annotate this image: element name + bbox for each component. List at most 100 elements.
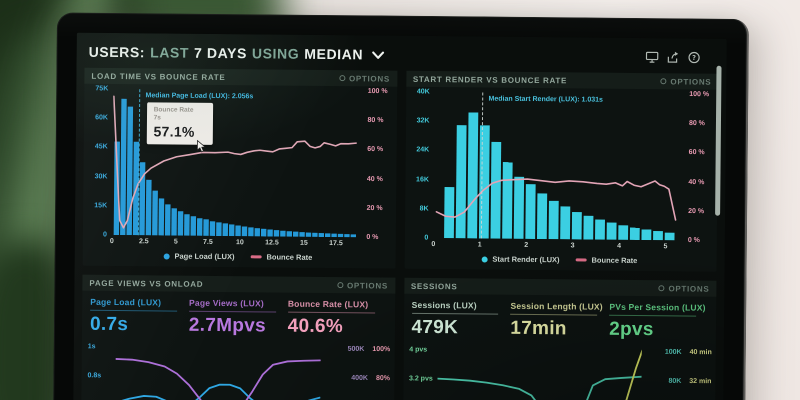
metric-sessions: Sessions (LUX) 479K bbox=[411, 300, 510, 340]
header-aggregate: MEDIAN bbox=[304, 45, 364, 63]
metric-page-load: Page Load (LUX) 0.7s bbox=[90, 297, 189, 337]
axis-tick: 4 pvs bbox=[409, 346, 428, 354]
metric-label: Page Views (LUX) bbox=[189, 297, 264, 309]
metric-underline bbox=[90, 309, 178, 312]
users-range-dropdown[interactable]: USERS: LAST 7 DAYS USING MEDIAN bbox=[89, 44, 385, 63]
legend-dash-icon bbox=[575, 258, 587, 262]
axis-tick: 80 % bbox=[367, 117, 384, 125]
metric-value: 0.7s bbox=[89, 313, 129, 336]
plot-area[interactable] bbox=[436, 345, 642, 400]
x-axis: 0 1 2 3 4 5 bbox=[431, 238, 682, 253]
axis-tick: 32K bbox=[416, 117, 430, 125]
metric-bounce-rate: Bounce Rate (LUX) 40.6% bbox=[288, 299, 387, 339]
panel-title: START RENDER VS BOUNCE RATE bbox=[412, 74, 568, 85]
legend-label: Start Render (LUX) bbox=[492, 254, 560, 265]
axis-tick: 0 bbox=[102, 231, 107, 239]
metric-value: 2.7Mpvs bbox=[188, 314, 267, 337]
legend-item[interactable]: Bounce Rate bbox=[250, 252, 312, 262]
options-button[interactable]: OPTIONS bbox=[660, 77, 711, 86]
options-label: OPTIONS bbox=[670, 76, 712, 87]
axis-tick: 20 % bbox=[366, 204, 383, 212]
x-axis: 0 2.5 5 7.5 10 12.5 15 17.5 bbox=[110, 235, 361, 250]
gear-icon bbox=[336, 282, 344, 289]
axis-tick: 100 % bbox=[689, 90, 710, 99]
legend-item[interactable]: Start Render (LUX) bbox=[481, 254, 560, 265]
cursor-icon bbox=[195, 139, 206, 153]
legend-dot-icon bbox=[163, 252, 170, 260]
median-label: Median Start Render (LUX): 1.031s bbox=[488, 95, 603, 104]
plot-area[interactable] bbox=[115, 342, 321, 400]
plot-area[interactable]: Median Start Render (LUX): 1.031s bbox=[433, 92, 683, 241]
help-icon[interactable]: ? bbox=[688, 51, 701, 64]
axis-tick: 100 % bbox=[367, 87, 388, 96]
chart-canvas bbox=[115, 342, 321, 400]
y-axis-left: 75K 60K 45K 30K 15K 0 bbox=[87, 85, 113, 239]
axis-tick: 80 % bbox=[688, 120, 705, 128]
start-render-chart: 40K 32K 24K 16K 8K 0 Median Start Render (LUX)… bbox=[404, 87, 718, 272]
axis-tick: 17.5 bbox=[329, 240, 343, 248]
options-label: OPTIONS bbox=[668, 283, 710, 294]
metric-session-length: Session Length (LUX) 17min bbox=[510, 301, 609, 341]
axis-tick: 8K bbox=[419, 205, 429, 213]
panel-title: LOAD TIME VS BOUNCE RATE bbox=[91, 71, 226, 82]
legend-dot-icon bbox=[481, 256, 488, 263]
panel-title: SESSIONS bbox=[410, 281, 458, 291]
options-button[interactable]: OPTIONS bbox=[338, 74, 390, 83]
gear-icon bbox=[658, 285, 665, 292]
metric-label: Bounce Rate (LUX) bbox=[287, 298, 369, 310]
header-prefix: USERS: bbox=[88, 43, 146, 61]
axis-tick: 500K 100% bbox=[347, 345, 391, 354]
plot-area[interactable]: Median Page Load (LUX): 2.056s Bounce Rat… bbox=[112, 89, 362, 238]
chart-canvas bbox=[436, 345, 642, 400]
tooltip-x-value: 7s bbox=[153, 114, 161, 122]
axis-tick: 5 bbox=[173, 238, 178, 246]
scrollbar[interactable] bbox=[715, 65, 722, 216]
chart-body: 75K 60K 45K 30K 15K 0 Median Page Load (LUX): … bbox=[87, 85, 391, 241]
options-button[interactable]: OPTIONS bbox=[658, 284, 709, 293]
export-icon[interactable] bbox=[667, 51, 680, 63]
axis-tick: 2 bbox=[524, 241, 529, 249]
axis-tick: 40 % bbox=[688, 178, 705, 186]
panel-start-render-vs-bounce-rate: START RENDER VS BOUNCE RATE OPTIONS 40K 3… bbox=[404, 70, 719, 272]
gear-icon bbox=[660, 78, 667, 85]
metric-page-views: Page Views (LUX) 2.7Mpvs bbox=[189, 298, 288, 338]
chart-legend: Page Load (LUX) Bounce Rate bbox=[87, 248, 390, 266]
display-icon[interactable] bbox=[645, 51, 659, 63]
metric-underline bbox=[188, 310, 276, 313]
axis-tick: 3 bbox=[570, 242, 575, 250]
dashboard-screen: USERS: LAST 7 DAYS USING MEDIAN bbox=[72, 32, 727, 400]
axis-tick: 2.5 bbox=[138, 238, 149, 246]
median-label: Median Page Load (LUX): 2.056s bbox=[145, 92, 254, 101]
axis-tick: 15 bbox=[299, 239, 308, 247]
metric-label: Page Load (LUX) bbox=[90, 296, 162, 308]
axis-tick: 100K 40 min bbox=[664, 348, 712, 357]
y-axis-right: 100 % 80 % 60 % 40 % 20 % 0 % bbox=[682, 90, 712, 244]
options-button[interactable]: OPTIONS bbox=[336, 281, 388, 290]
legend-label: Page Load (LUX) bbox=[174, 251, 235, 262]
metric-label: Sessions (LUX) bbox=[411, 299, 477, 311]
axis-tick: 0.8s bbox=[87, 372, 102, 380]
metric-pvs-per-session: PVs Per Session (LUX) 2pvs bbox=[609, 302, 708, 342]
metric-underline bbox=[609, 314, 697, 317]
axis-tick: 60 % bbox=[688, 149, 705, 157]
tooltip-title: Bounce Rate bbox=[153, 106, 194, 114]
metric-value: 40.6% bbox=[287, 315, 344, 338]
chart-canvas bbox=[112, 89, 362, 238]
legend-item[interactable]: Page Load (LUX) bbox=[163, 251, 235, 262]
axis-tick: 60K bbox=[95, 114, 109, 122]
legend-label: Bounce Rate bbox=[591, 255, 638, 266]
panel-title: PAGE VIEWS VS ONLOAD bbox=[89, 278, 204, 289]
axis-tick: 7.5 bbox=[202, 238, 213, 246]
axis-tick: 16K bbox=[416, 175, 429, 184]
metric-underline bbox=[510, 313, 598, 316]
legend-item[interactable]: Bounce Rate bbox=[575, 255, 637, 265]
axis-tick: 400K 80% bbox=[351, 374, 391, 383]
gear-icon bbox=[338, 75, 346, 82]
metric-label: Session Length (LUX) bbox=[510, 300, 603, 312]
axis-tick: 0 % bbox=[687, 236, 700, 245]
axis-tick: 0 bbox=[424, 234, 429, 242]
metric-underline bbox=[287, 311, 375, 314]
metrics-row: Page Load (LUX) 0.7s Page Views (LUX) 2.… bbox=[82, 291, 395, 341]
